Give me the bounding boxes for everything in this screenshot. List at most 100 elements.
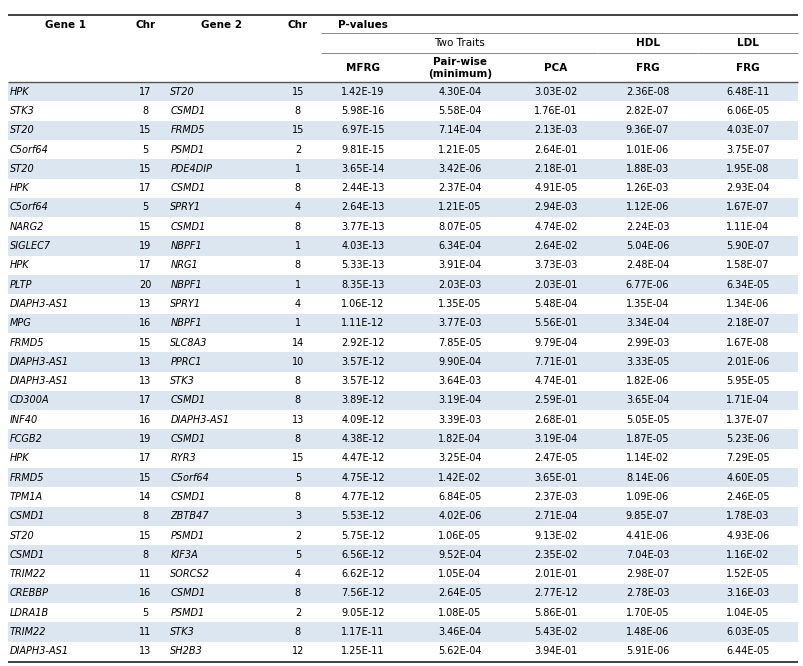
Text: 3.65E-01: 3.65E-01 [533,473,577,483]
Text: NRG1: NRG1 [170,260,198,270]
Text: 2.99E-03: 2.99E-03 [625,338,668,348]
Text: 2.71E-04: 2.71E-04 [533,511,577,521]
Text: 15: 15 [139,222,152,232]
Text: 2.01E-01: 2.01E-01 [533,569,577,579]
Text: 3.64E-03: 3.64E-03 [438,376,481,386]
Text: 3.75E-07: 3.75E-07 [725,145,768,155]
Text: 4: 4 [295,299,300,309]
Text: 3.03E-02: 3.03E-02 [533,87,577,97]
Text: 3.65E-04: 3.65E-04 [625,396,668,406]
Text: 2.68E-01: 2.68E-01 [533,415,577,425]
Text: 15: 15 [291,454,304,464]
Text: 20: 20 [139,280,152,290]
Text: LDRA1B: LDRA1B [10,608,49,618]
Text: 1.09E-06: 1.09E-06 [625,492,668,502]
Text: 2.64E-13: 2.64E-13 [341,202,385,212]
Text: 5.95E-05: 5.95E-05 [725,376,768,386]
Text: 4.75E-12: 4.75E-12 [340,473,385,483]
Text: 5: 5 [295,473,300,483]
Text: 17: 17 [139,396,152,406]
Text: 15: 15 [139,473,152,483]
Text: 6.48E-11: 6.48E-11 [725,87,768,97]
Text: CSMD1: CSMD1 [170,589,206,599]
Text: ST20: ST20 [10,531,35,541]
Text: C5orf64: C5orf64 [10,202,49,212]
Text: 15: 15 [291,125,304,135]
Text: ZBTB47: ZBTB47 [170,511,209,521]
Text: CSMD1: CSMD1 [170,434,206,444]
Text: 4.38E-12: 4.38E-12 [341,434,385,444]
Text: HPK: HPK [10,87,30,97]
Text: 5.56E-01: 5.56E-01 [533,318,577,328]
Text: HDL: HDL [634,38,658,48]
Text: 15: 15 [139,338,152,348]
Text: DIAPH3-AS1: DIAPH3-AS1 [10,646,69,657]
Text: 4.91E-05: 4.91E-05 [533,183,577,193]
Text: 5: 5 [142,608,149,618]
Text: 3.57E-12: 3.57E-12 [340,376,385,386]
Text: 2.18E-07: 2.18E-07 [725,318,768,328]
Text: 1.16E-02: 1.16E-02 [725,550,768,560]
Text: 8: 8 [295,627,300,637]
Text: 1.78E-03: 1.78E-03 [725,511,768,521]
Bar [8,642,797,661]
Text: 8: 8 [295,183,300,193]
Text: DIAPH3-AS1: DIAPH3-AS1 [10,376,69,386]
Text: CSMD1: CSMD1 [170,183,206,193]
Text: 1.12E-06: 1.12E-06 [625,202,668,212]
Text: 19: 19 [139,241,152,251]
Text: Chr: Chr [287,19,308,29]
Text: TRIM22: TRIM22 [10,627,47,637]
Text: 6.06E-05: 6.06E-05 [725,106,768,116]
Text: 2.47E-05: 2.47E-05 [533,454,577,464]
Bar [8,623,797,642]
Text: 2: 2 [295,608,300,618]
Text: FCGB2: FCGB2 [10,434,43,444]
Text: HPK: HPK [10,454,30,464]
Text: PPRC1: PPRC1 [170,357,202,367]
Text: 2.13E-03: 2.13E-03 [533,125,577,135]
Text: 9.85E-07: 9.85E-07 [625,511,668,521]
Text: 2.94E-03: 2.94E-03 [533,202,577,212]
Text: 5: 5 [295,550,300,560]
Text: 1: 1 [295,280,300,290]
Text: 3.34E-04: 3.34E-04 [625,318,668,328]
Text: 16: 16 [139,318,152,328]
Text: 2.44E-13: 2.44E-13 [341,183,385,193]
Text: 3.19E-04: 3.19E-04 [533,434,577,444]
Text: 3.46E-04: 3.46E-04 [438,627,481,637]
Bar [8,430,797,449]
Text: C5orf64: C5orf64 [170,473,209,483]
Text: 1: 1 [295,241,300,251]
Text: 1.06E-12: 1.06E-12 [341,299,385,309]
Text: 5: 5 [142,202,149,212]
Bar [8,198,797,217]
Text: FRG: FRG [635,63,658,73]
Bar [8,565,797,584]
Text: 3.33E-05: 3.33E-05 [625,357,668,367]
Text: PSMD1: PSMD1 [170,608,205,618]
Text: 5.91E-06: 5.91E-06 [625,646,668,657]
Text: 6.62E-12: 6.62E-12 [341,569,385,579]
Text: DIAPH3-AS1: DIAPH3-AS1 [170,415,229,425]
Text: 5.53E-12: 5.53E-12 [340,511,385,521]
Bar [8,507,797,526]
Text: SH2B3: SH2B3 [170,646,203,657]
Text: Pair-wise
(minimum): Pair-wise (minimum) [427,57,491,79]
Text: 3.19E-04: 3.19E-04 [438,396,481,406]
Text: FRMD5: FRMD5 [10,338,44,348]
Text: HPK: HPK [10,260,30,270]
Text: 2.98E-07: 2.98E-07 [625,569,668,579]
Text: 1.11E-12: 1.11E-12 [341,318,385,328]
Text: RYR3: RYR3 [170,454,196,464]
Bar [8,275,797,294]
Text: MPG: MPG [10,318,31,328]
Text: 5.23E-06: 5.23E-06 [725,434,768,444]
Text: 6.34E-04: 6.34E-04 [438,241,481,251]
Text: 1.87E-05: 1.87E-05 [625,434,668,444]
Text: 13: 13 [139,357,152,367]
Text: 13: 13 [139,376,152,386]
Text: NBPF1: NBPF1 [170,318,202,328]
Text: 2.64E-01: 2.64E-01 [533,145,577,155]
Text: 6.44E-05: 6.44E-05 [725,646,768,657]
